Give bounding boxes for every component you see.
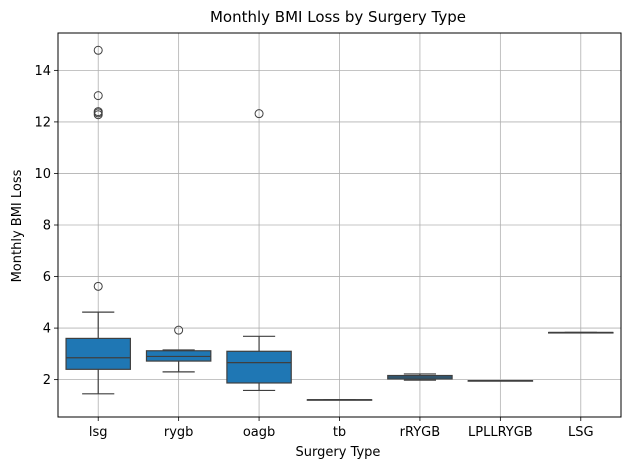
boxes xyxy=(65,45,614,401)
box-rygb xyxy=(145,325,212,373)
axis-ticks: 2 4 6 8 10 12 14 lsg rygb oagb tb rRYGB LPLLRYGB LSG xyxy=(34,64,593,440)
x-tick-label: tb xyxy=(333,425,346,440)
x-tick-label: lsg xyxy=(89,425,108,440)
box-iqr xyxy=(65,337,131,370)
y-tick-label: 4 xyxy=(43,322,51,337)
box-rRYGB xyxy=(387,373,453,381)
x-tick-label: rygb xyxy=(164,425,194,440)
box-LPLLRYGB xyxy=(467,380,534,382)
box-tb xyxy=(306,399,373,401)
y-tick-label: 10 xyxy=(34,167,51,182)
chart-title: Monthly BMI Loss by Surgery Type xyxy=(210,8,466,26)
y-tick-label: 12 xyxy=(34,115,51,130)
box-iqr xyxy=(226,350,292,384)
x-tick-label: rRYGB xyxy=(400,425,440,440)
x-axis-label: Surgery Type xyxy=(296,445,381,460)
outlier-point xyxy=(93,107,103,117)
outlier-point xyxy=(174,325,184,335)
y-axis-label: Monthly BMI Loss xyxy=(10,169,25,282)
y-tick-label: 2 xyxy=(43,373,51,388)
y-tick-label: 14 xyxy=(34,64,51,79)
outlier-point xyxy=(93,91,103,101)
box-LSG xyxy=(548,331,614,334)
x-tick-label: oagb xyxy=(243,425,275,440)
outlier-point xyxy=(93,281,103,291)
box-oagb xyxy=(226,109,292,392)
box-lsg xyxy=(65,45,131,395)
outlier-point xyxy=(93,45,103,55)
y-tick-label: 6 xyxy=(43,270,51,285)
x-tick-label: LPLLRYGB xyxy=(468,425,533,440)
outlier-point xyxy=(254,109,264,119)
x-tick-label: LSG xyxy=(568,425,594,440)
y-tick-label: 8 xyxy=(43,219,51,234)
